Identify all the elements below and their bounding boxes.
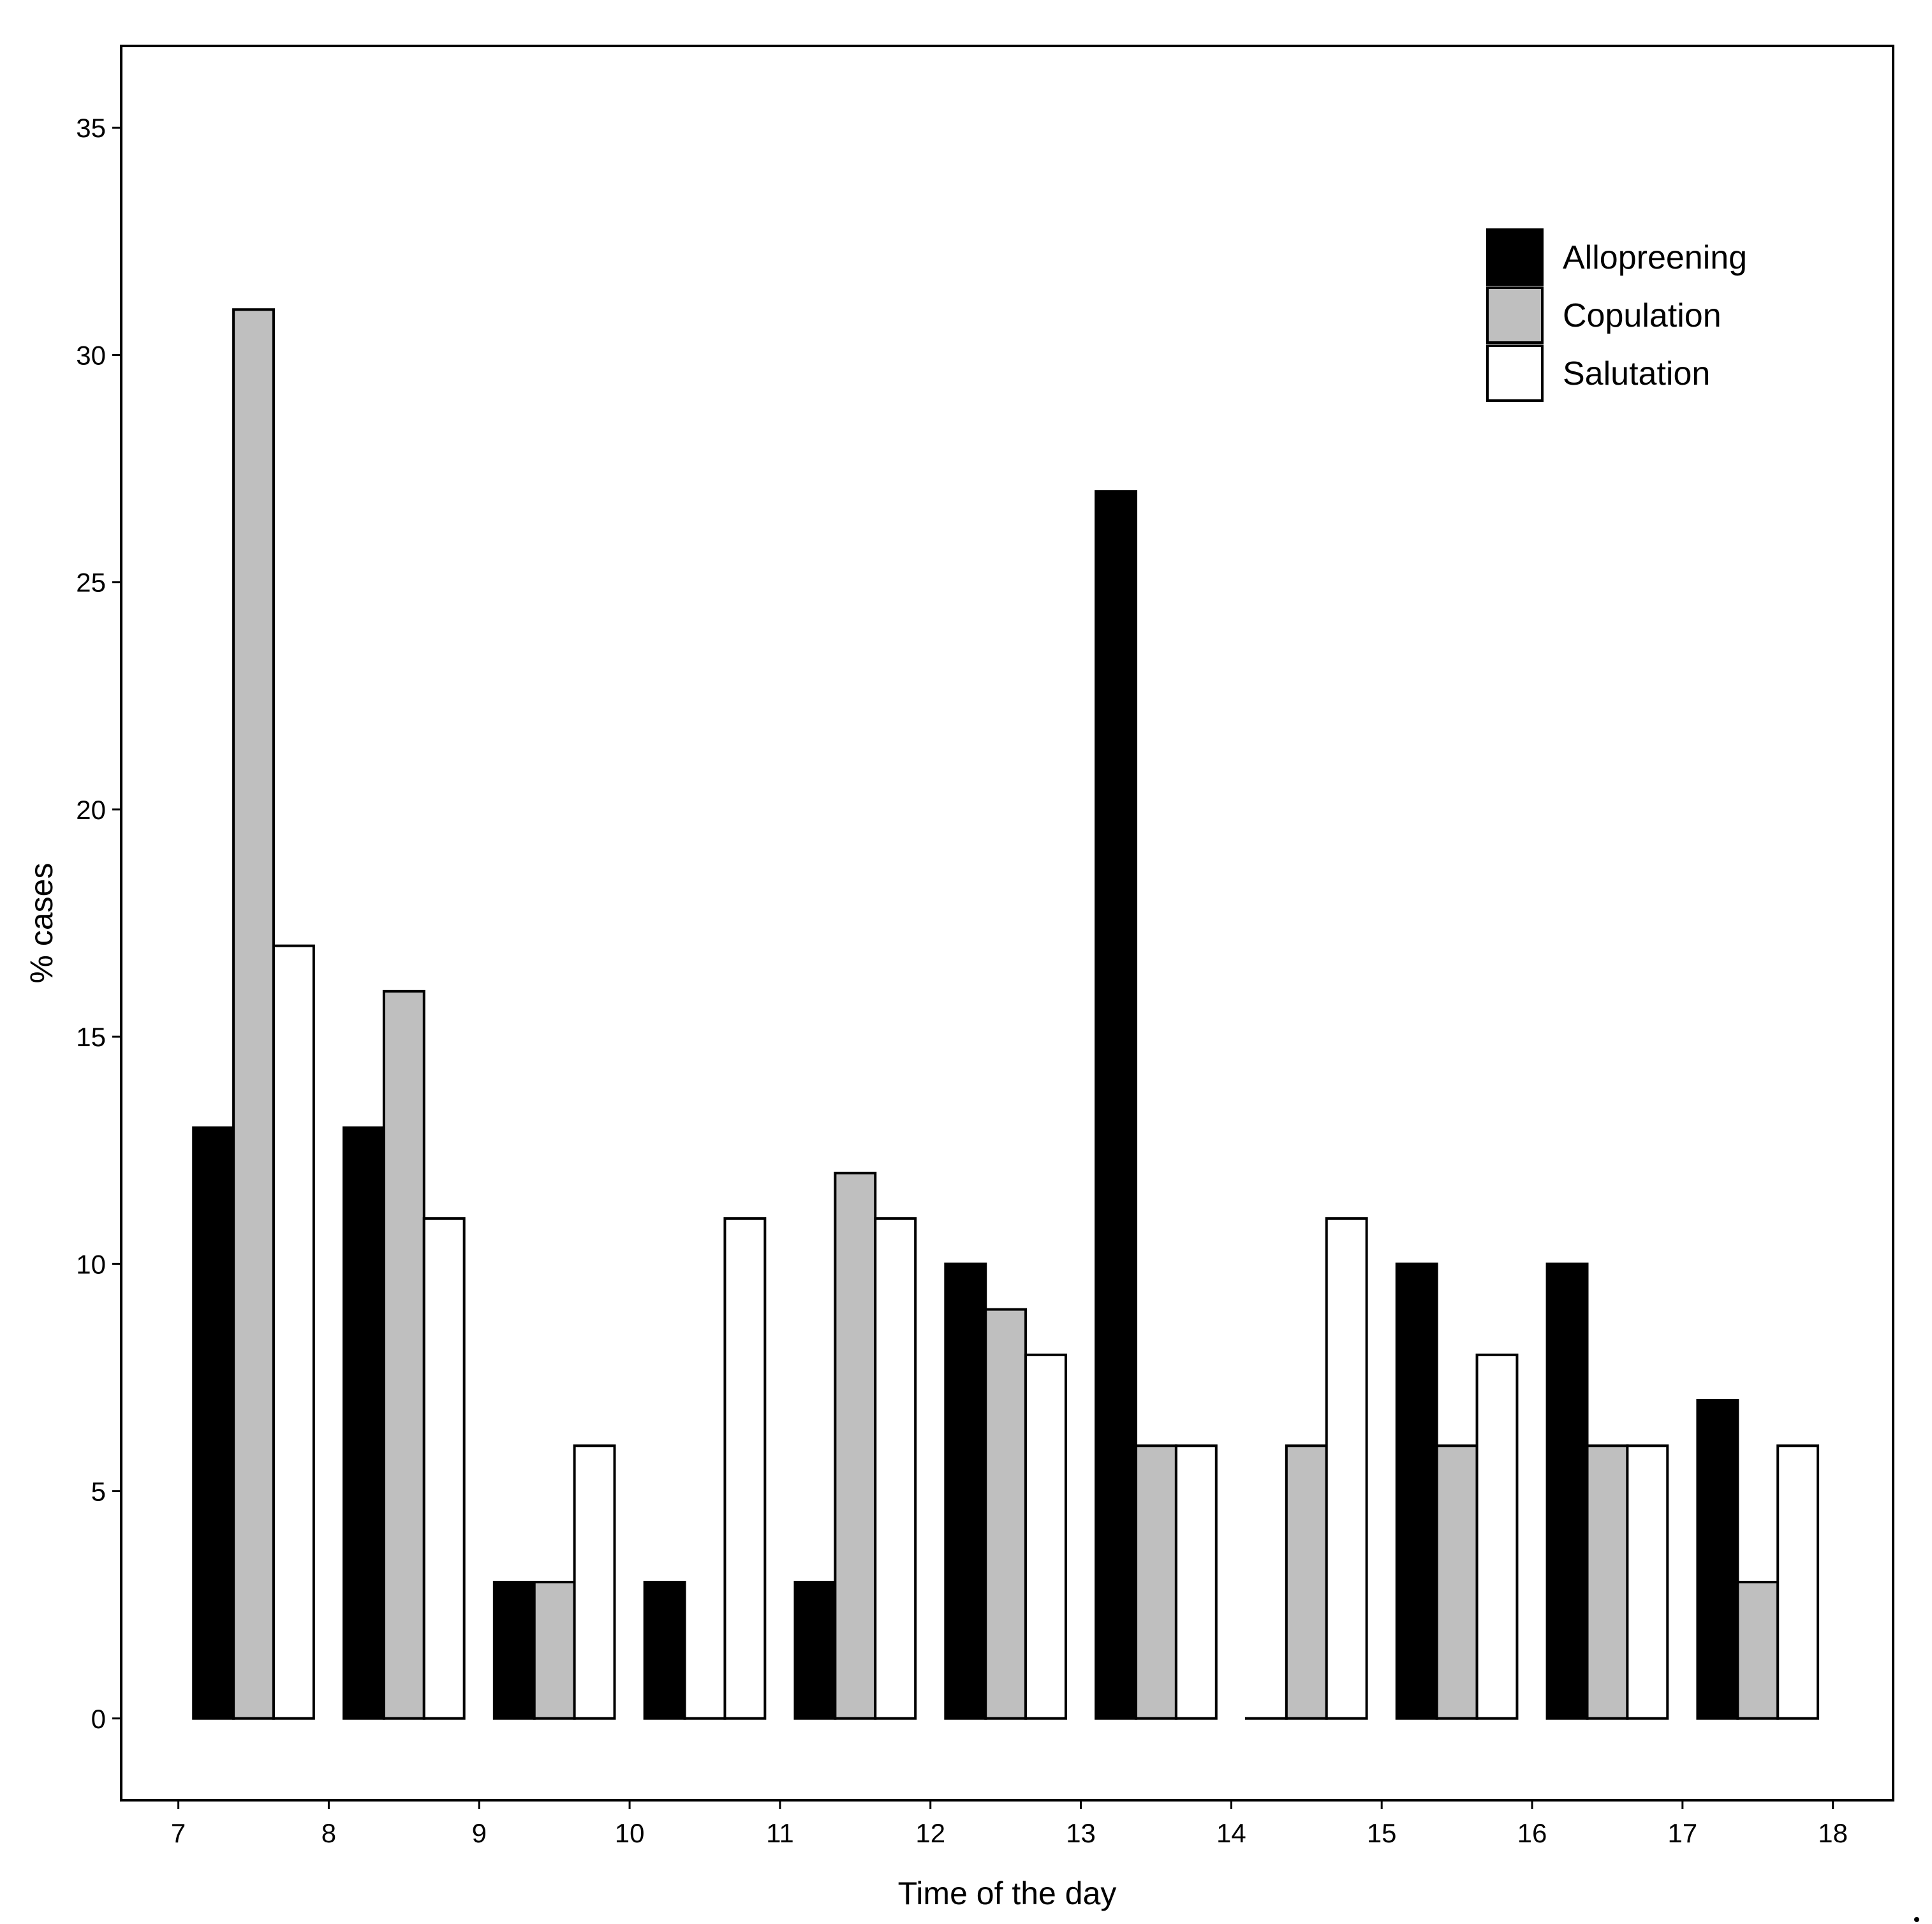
y-tick-label: 0: [91, 1704, 106, 1734]
bar-salutation-15: [1475, 1353, 1519, 1720]
bar-allopreening-15: [1395, 1262, 1438, 1720]
bar-allopreening-17: [1696, 1399, 1739, 1720]
bar-salutation-8: [422, 1217, 466, 1720]
bar-allopreening-12: [944, 1262, 987, 1720]
bar-copulation-12: [984, 1308, 1028, 1720]
corner-dot: [1914, 1917, 1919, 1922]
bars-layer: [192, 308, 1820, 1720]
bar-copulation-15: [1435, 1444, 1478, 1720]
bar-copulation-14: [1285, 1444, 1328, 1720]
legend-key-allopreening: [1486, 228, 1544, 286]
legend-label-salutation: Salutation: [1563, 355, 1710, 392]
y-tick-label: 5: [91, 1477, 106, 1507]
y-tick-label: 35: [76, 113, 106, 143]
y-axis: 0 5 10 15 20 25 30 35: [76, 113, 121, 1734]
y-tick-label: 10: [76, 1249, 106, 1279]
x-tick-label: 16: [1517, 1818, 1547, 1848]
y-tick-label: 25: [76, 568, 106, 598]
bar-salutation-10: [723, 1217, 767, 1720]
legend: Allopreening Copulation Salutation: [1486, 228, 1747, 402]
legend-label-copulation: Copulation: [1563, 297, 1722, 334]
bar-copulation-8: [382, 989, 425, 1720]
x-tick-label: 9: [472, 1818, 487, 1848]
bar-copulation-13: [1135, 1444, 1177, 1720]
x-tick-label: 18: [1818, 1818, 1848, 1848]
x-tick-label: 10: [615, 1818, 645, 1848]
bar-copulation-7: [232, 308, 275, 1720]
y-axis-title: % cases: [24, 863, 59, 984]
bar-allopreening-11: [793, 1581, 837, 1720]
x-tick-label: 15: [1367, 1818, 1397, 1848]
bar-copulation-17: [1736, 1581, 1780, 1720]
x-tick-label: 13: [1066, 1818, 1096, 1848]
legend-key-copulation: [1486, 286, 1544, 344]
bar-salutation-9: [573, 1444, 616, 1720]
x-tick-label: 11: [766, 1818, 794, 1848]
x-tick-label: 8: [321, 1818, 336, 1848]
x-tick-label: 7: [171, 1818, 186, 1848]
x-axis-title: Time of the day: [898, 1876, 1117, 1911]
legend-label-allopreening: Allopreening: [1563, 239, 1747, 276]
bar-salutation-16: [1626, 1444, 1669, 1720]
y-tick-label: 15: [76, 1022, 106, 1052]
y-tick-label: 20: [76, 795, 106, 825]
bar-salutation-14: [1325, 1217, 1368, 1720]
bar-allopreening-9: [492, 1581, 536, 1720]
x-tick-label: 12: [915, 1818, 945, 1848]
bar-copulation-11: [834, 1171, 877, 1720]
bar-salutation-13: [1174, 1444, 1218, 1720]
bar-copulation-9: [533, 1581, 576, 1720]
bar-allopreening-7: [192, 1126, 235, 1720]
bar-allopreening-8: [343, 1126, 385, 1720]
x-tick-label: 14: [1216, 1818, 1246, 1848]
bar-salutation-17: [1776, 1444, 1820, 1720]
y-tick-label: 30: [76, 340, 106, 370]
legend-key-salutation: [1486, 344, 1544, 402]
bar-salutation-12: [1024, 1353, 1067, 1720]
bar-salutation-7: [272, 944, 315, 1720]
bar-copulation-16: [1586, 1444, 1629, 1720]
bar-salutation-11: [874, 1217, 917, 1720]
bar-allopreening-16: [1545, 1262, 1589, 1720]
bar-allopreening-10: [643, 1581, 686, 1720]
bar-allopreening-13: [1095, 490, 1138, 1720]
x-axis: 7 8 9 10 11 12 13 14 15 16 17 18: [171, 1800, 1848, 1848]
x-tick-label: 17: [1667, 1818, 1697, 1848]
